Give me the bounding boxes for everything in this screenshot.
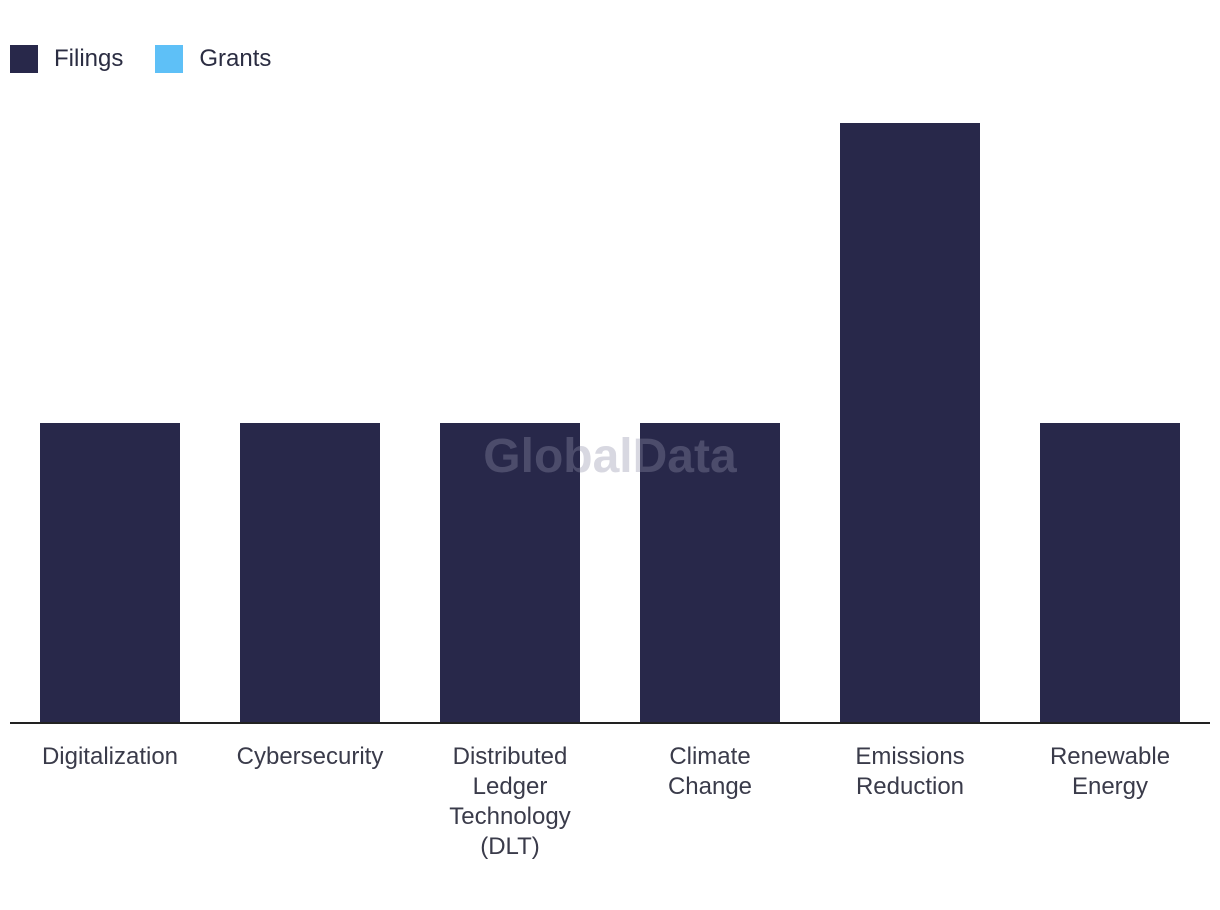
bar-filings-5[interactable] xyxy=(1040,423,1180,723)
legend-swatch-filings xyxy=(10,45,38,73)
category-label-line: Digitalization xyxy=(42,743,178,770)
category-label-3: Climate Change xyxy=(668,743,752,800)
category-label-4: Emissions Reduction xyxy=(855,743,964,800)
category-label-5: Renewable Energy xyxy=(1050,743,1170,800)
legend-label-filings: Filings xyxy=(54,45,124,72)
watermark: GlobalData xyxy=(483,430,737,483)
category-label-line: Cybersecurity xyxy=(237,743,384,770)
legend-label-grants: Grants xyxy=(199,45,272,72)
category-labels: Digitalization Cybersecurity Distributed Le… xyxy=(42,743,1170,860)
category-label-line: Emissions xyxy=(855,743,964,770)
category-label-line: Ledger xyxy=(473,773,548,800)
bar-filings-3[interactable] xyxy=(640,423,780,723)
category-label-line: Climate xyxy=(669,743,750,770)
bar-filings-1[interactable] xyxy=(240,423,380,723)
bar-filings-2[interactable] xyxy=(440,423,580,723)
category-label-line: Distributed xyxy=(453,743,568,770)
category-label-line: Reduction xyxy=(856,773,964,800)
category-label-line: (DLT) xyxy=(480,833,540,860)
category-label-line: Energy xyxy=(1072,773,1148,800)
legend-item-grants[interactable]: Grants xyxy=(155,45,271,73)
chart-legend: Filings Grants xyxy=(10,44,303,74)
category-label-1: Cybersecurity xyxy=(237,743,384,770)
category-label-2: Distributed Ledger Technology (DLT) xyxy=(449,743,570,860)
bar-filings-0[interactable] xyxy=(40,423,180,723)
category-label-line: Change xyxy=(668,773,752,800)
category-label-line: Technology xyxy=(449,803,570,830)
category-label-line: Renewable xyxy=(1050,743,1170,770)
bar-filings-4[interactable] xyxy=(840,123,980,723)
legend-swatch-grants xyxy=(155,45,184,73)
category-label-0: Digitalization xyxy=(42,743,178,770)
legend-item-filings[interactable]: Filings xyxy=(10,45,123,73)
bars-group xyxy=(40,123,1180,723)
